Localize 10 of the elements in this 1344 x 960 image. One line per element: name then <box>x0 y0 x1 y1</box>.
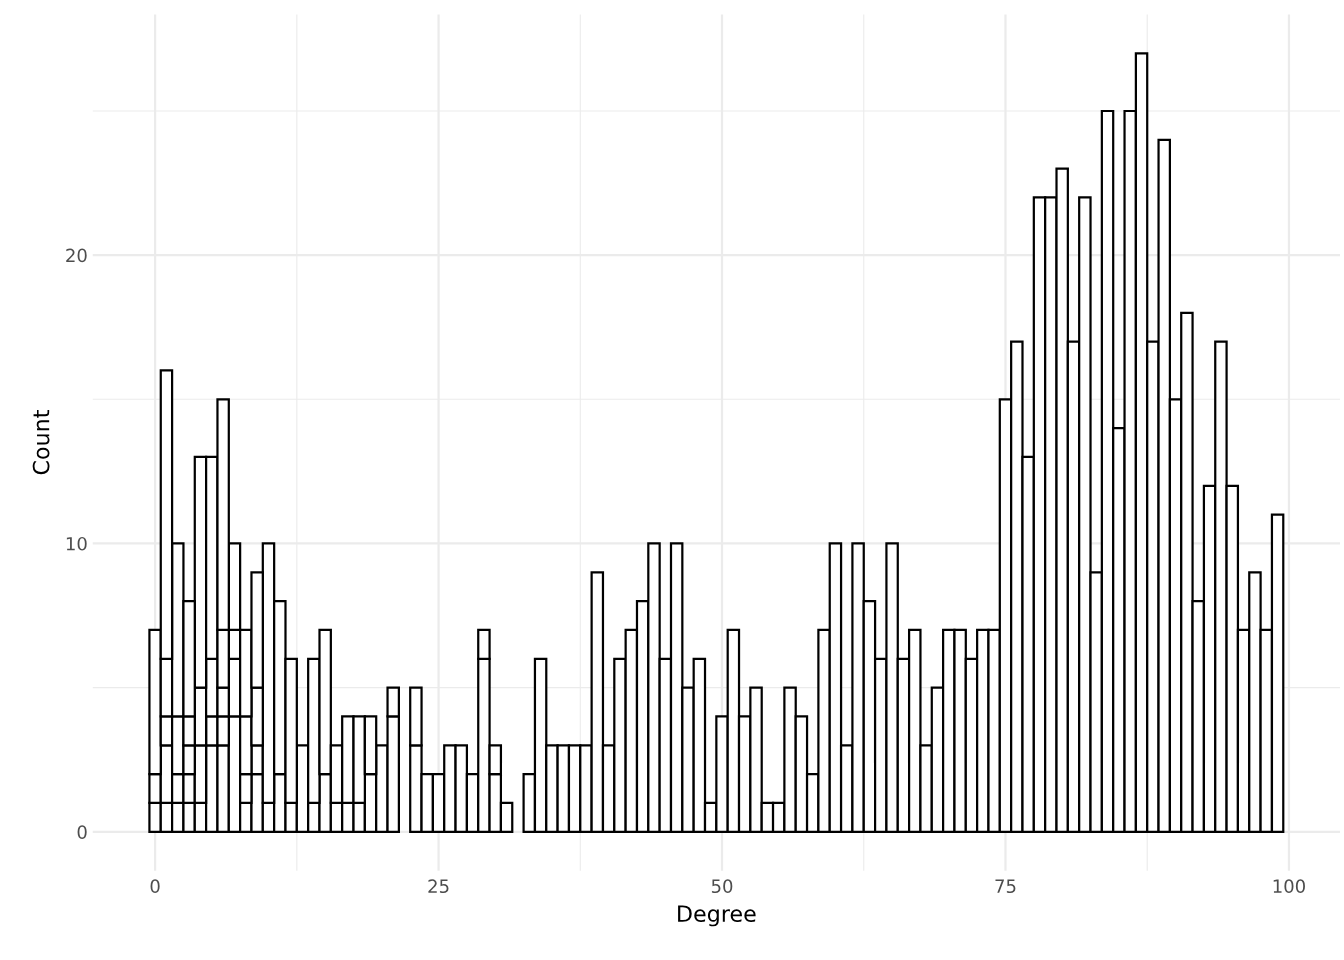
x-tick-label: 50 <box>711 879 733 894</box>
x-axis-title: Degree <box>678 905 756 927</box>
x-tick-label: 75 <box>995 879 1016 894</box>
y-tick-label: 10 <box>66 536 87 551</box>
y-tick-label: 20 <box>66 248 87 263</box>
y-tick-label: 0 <box>77 825 87 839</box>
y-axis-title: Count <box>32 410 50 475</box>
x-tick-label: 25 <box>428 879 449 894</box>
x-tick-label: 0 <box>150 879 160 894</box>
x-tick-label: 100 <box>1273 879 1305 894</box>
